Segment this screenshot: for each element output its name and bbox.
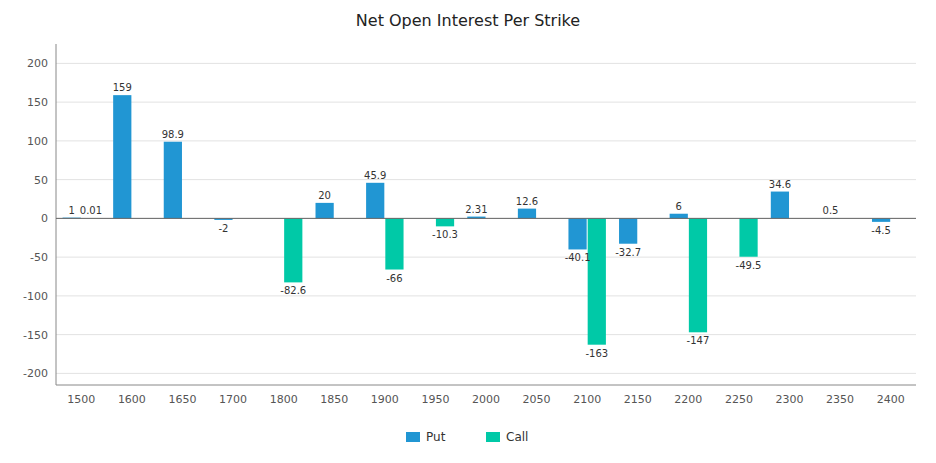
bar [385, 218, 403, 269]
x-axis-line [56, 385, 916, 386]
chart: Net Open Interest Per Strike -200 -150 -100… [0, 0, 936, 463]
grid-line [56, 218, 916, 219]
chart-container: Net Open Interest Per Strike -200 -150 -100… [0, 0, 936, 463]
y-axis-line [56, 44, 57, 385]
grid-line [56, 140, 916, 141]
x-tick-label: 2000 [472, 393, 500, 406]
grid [56, 63, 916, 373]
data-label: 20 [318, 190, 331, 201]
x-tick-label: 1850 [320, 393, 348, 406]
title: Net Open Interest Per Strike [356, 11, 580, 30]
bar [436, 218, 454, 226]
x-tick-label: 2250 [725, 393, 753, 406]
bar [366, 183, 384, 219]
bar [739, 218, 757, 256]
bars [63, 95, 891, 345]
bar [316, 203, 334, 219]
y-tick-label: 50 [34, 174, 48, 187]
data-label: -147 [687, 335, 710, 346]
grid-line [56, 102, 916, 103]
data-label: 34.6 [769, 179, 791, 190]
data-label: -10.3 [432, 229, 458, 240]
bar [670, 214, 688, 219]
y-tick-label: -50 [30, 251, 48, 264]
x-tick-label: 2200 [674, 393, 702, 406]
y-tick-label: -200 [23, 367, 48, 380]
x-tick-label: 1500 [67, 393, 95, 406]
bar [164, 142, 182, 219]
legend: Put Call [406, 430, 528, 444]
data-label: 0.01 [80, 205, 102, 216]
grid-line [56, 295, 916, 296]
data-label: 2.31 [465, 204, 487, 215]
data-label: 12.6 [516, 196, 538, 207]
data-label: 6 [676, 201, 682, 212]
grid-line [56, 63, 916, 64]
data-labels: 1 159 98.9 -2 20 45.9 2.31 12.6 -40.1 -32.7 6 34.6 0… [68, 82, 890, 359]
x-tick-label: 2150 [624, 393, 652, 406]
data-label: -49.5 [736, 260, 762, 271]
bar [568, 218, 586, 249]
data-label: -82.6 [280, 285, 306, 296]
y-tick-label: -150 [23, 329, 48, 342]
y-tick-label: -100 [23, 290, 48, 303]
data-label: 159 [113, 82, 132, 93]
legend-swatch [406, 432, 420, 442]
data-label: 0.5 [823, 205, 839, 216]
x-tick-label: 1650 [168, 393, 196, 406]
y-tick-label: 0 [41, 212, 48, 225]
data-label: -40.1 [565, 252, 591, 263]
grid-line [56, 334, 916, 335]
x-tick-label: 2100 [573, 393, 601, 406]
bar [588, 218, 606, 344]
legend-label: Put [426, 430, 446, 444]
y-tick-label: 200 [27, 57, 48, 70]
x-tick-label: 2050 [523, 393, 551, 406]
data-label: -4.5 [871, 225, 891, 236]
legend-label: Call [506, 430, 528, 444]
x-tick-label: 1900 [371, 393, 399, 406]
x-tick-label: 1600 [118, 393, 146, 406]
bar [113, 95, 131, 218]
y-tick-label: 100 [27, 135, 48, 148]
x-tick-label: 2300 [776, 393, 804, 406]
x-tick-label: 2350 [826, 393, 854, 406]
x-tick-label: 1700 [219, 393, 247, 406]
grid-line [56, 257, 916, 258]
bar [689, 218, 707, 332]
x-tick-label: 1800 [270, 393, 298, 406]
bar [518, 209, 536, 219]
data-label: -2 [218, 223, 228, 234]
y-tick-label: 150 [27, 96, 48, 109]
bar [872, 218, 890, 221]
x-tick-label: 1950 [421, 393, 449, 406]
legend-swatch [486, 432, 500, 442]
data-label: -32.7 [615, 247, 641, 258]
data-label: 98.9 [162, 129, 184, 140]
bar [771, 192, 789, 219]
data-label: 1 [68, 205, 74, 216]
data-label: -66 [386, 273, 402, 284]
data-label: 45.9 [364, 170, 386, 181]
data-label: -163 [585, 348, 608, 359]
bar [619, 218, 637, 243]
x-tick-label: 2400 [877, 393, 905, 406]
grid-line [56, 373, 916, 374]
zero-line [56, 218, 916, 219]
bar [284, 218, 302, 282]
